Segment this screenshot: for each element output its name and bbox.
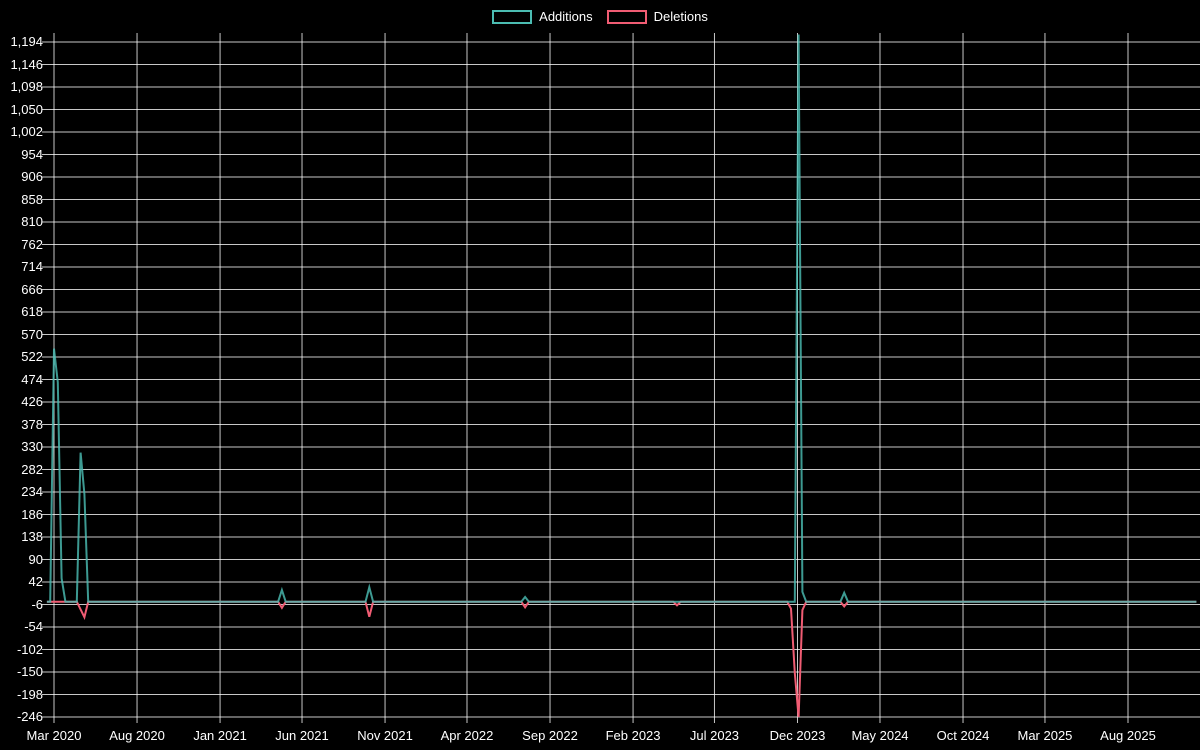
x-tick-label: Oct 2024 [936, 728, 990, 743]
y-tick-label: 954 [21, 146, 43, 162]
y-tick-label: 234 [21, 484, 43, 499]
y-tick-label: -54 [24, 619, 43, 634]
y-tick-label: 1,146 [10, 56, 43, 72]
y-tick-label: 1,098 [10, 79, 43, 94]
deletions-color-swatch [606, 10, 647, 24]
y-tick-label: 474 [21, 371, 43, 387]
deletions-line [46, 600, 1197, 718]
y-tick-label: 1,050 [10, 101, 43, 117]
x-tick-label: Jan 2021 [193, 728, 247, 743]
x-tick-label: Feb 2023 [605, 728, 661, 743]
y-tick-label: 426 [21, 394, 43, 409]
y-tick-label: 522 [21, 349, 43, 364]
y-tick-label: 330 [21, 439, 43, 454]
x-tick-label: Apr 2022 [440, 728, 494, 743]
x-tick-label: Mar 2025 [1017, 728, 1073, 743]
y-tick-label: 138 [21, 529, 43, 544]
y-tick-label: 186 [21, 506, 43, 522]
y-tick-label: 570 [21, 326, 43, 342]
x-tick-label: Nov 2021 [357, 728, 413, 743]
legend-item-deletions[interactable]: Deletions [606, 8, 708, 26]
legend-item-additions[interactable]: Additions [492, 8, 593, 26]
y-tick-label: 282 [21, 461, 43, 477]
x-tick-label: May 2024 [851, 728, 909, 743]
y-tick-label: -102 [16, 641, 43, 657]
additions-color-swatch [492, 10, 533, 24]
x-tick-label: Jun 2021 [275, 728, 329, 743]
legend-label-deletions: Deletions [653, 9, 708, 24]
y-tick-label: -198 [16, 686, 43, 702]
x-tick-label: Aug 2020 [109, 728, 165, 743]
y-tick-label: 666 [21, 281, 43, 297]
y-tick-label: 1,002 [10, 124, 43, 139]
y-tick-label: -150 [16, 664, 43, 679]
y-tick-label: -246 [16, 709, 43, 724]
y-tick-label: 378 [21, 416, 43, 432]
y-tick-label: 810 [21, 214, 43, 229]
y-tick-label: 858 [21, 191, 43, 207]
x-tick-label: Mar 2020 [26, 728, 82, 743]
y-tick-label: 42 [28, 574, 43, 589]
x-tick-label: Dec 2023 [769, 728, 826, 743]
y-tick-label: 618 [21, 304, 43, 319]
x-tick-label: Aug 2025 [1100, 728, 1156, 743]
y-tick-label: -6 [31, 596, 43, 612]
legend-label-additions: Additions [539, 9, 593, 24]
y-tick-label: 90 [28, 551, 43, 567]
y-tick-label: 714 [21, 259, 43, 274]
chart-legend: Additions Deletions [0, 8, 1200, 26]
additions-line [46, 34, 1197, 603]
y-tick-label: 906 [21, 169, 43, 184]
x-tick-label: Sep 2022 [522, 728, 578, 743]
y-tick-label: 1,194 [10, 34, 43, 49]
x-tick-label: Jul 2023 [689, 728, 740, 743]
y-tick-label: 762 [21, 236, 43, 252]
